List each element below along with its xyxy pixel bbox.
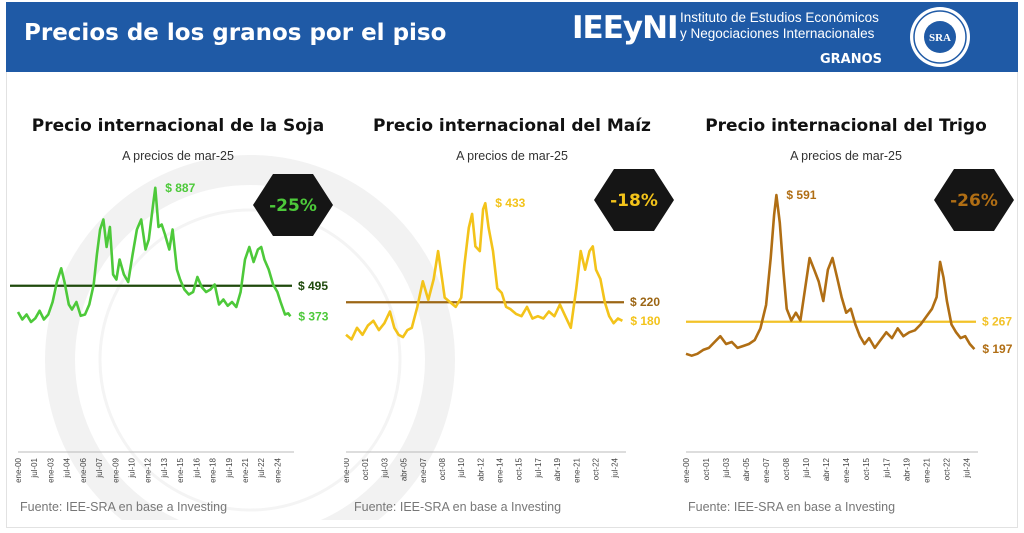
x-tick-label: ene-14 (496, 457, 505, 482)
last-value-label: $ 180 (630, 314, 660, 328)
sra-watermark-icon (45, 155, 455, 520)
x-tick-label: abr-12 (476, 457, 485, 481)
x-tick-label: oct-22 (942, 457, 951, 480)
x-tick-label: abr-19 (553, 457, 562, 481)
chart-title: Precio internacional del Trigo (705, 116, 987, 136)
brand-logo: IEEyNI (572, 10, 679, 46)
max-label: $ 887 (165, 181, 195, 195)
panel-soja: Precio internacional de la Soja A precio… (10, 72, 346, 528)
chart-subtitle: A precios de mar-25 (456, 149, 568, 163)
x-tick-label: jul-17 (534, 457, 543, 478)
chart-maiz: ene-00 oct-01 jul-03 abr-05 ene-07 oct-08 jul-… (344, 169, 674, 483)
change-badge (253, 174, 333, 236)
chart-title: Precio internacional del Maíz (373, 116, 651, 136)
chart-trigo: ene-00 oct-01 jul-03 abr-05 ene-07 oct-08 jul-… (682, 169, 1014, 483)
x-tick-label: ene-06 (79, 457, 88, 482)
x-tick-label: oct-01 (702, 457, 711, 480)
content-frame (6, 72, 1018, 528)
last-value-label: $ 373 (298, 309, 328, 323)
x-tick-label: ene-14 (842, 457, 851, 482)
x-tick-label: jul-04 (63, 457, 72, 478)
reference-label: $ 220 (630, 295, 660, 309)
panel-trigo: Precio internacional del Trigo A precios… (678, 72, 1014, 528)
sra-seal-icon: SRA (910, 7, 970, 67)
x-tick-label: jul-17 (882, 457, 891, 478)
x-tick-label: oct-08 (782, 457, 791, 480)
chart-source: Fuente: IEE-SRA en base a Investing (20, 500, 228, 514)
chart-source: Fuente: IEE-SRA en base a Investing (688, 500, 896, 514)
x-tick-label: ene-15 (176, 457, 185, 482)
x-tick-label: jul-24 (611, 457, 620, 478)
x-tick-label: jul-01 (30, 457, 39, 478)
x-tick-label: jul-03 (380, 457, 389, 478)
x-tick-label: ene-00 (14, 457, 23, 482)
institute-line-2: y Negociaciones Internacionales (680, 26, 875, 41)
x-tick-label: abr-12 (822, 457, 831, 481)
x-tick-label: jul-24 (962, 457, 971, 478)
x-tick-label: oct-01 (361, 457, 370, 480)
x-tick-label: jul-10 (802, 457, 811, 478)
panel-maiz: Precio internacional del Maíz A precios … (344, 72, 680, 528)
max-label: $ 591 (786, 188, 816, 202)
x-tick-label: ene-09 (111, 457, 120, 482)
x-tick-label: ene-12 (144, 457, 153, 482)
section-label: GRANOS (820, 52, 883, 67)
x-tick-label: jul-13 (160, 457, 169, 478)
x-tick-label: jul-07 (95, 457, 104, 478)
x-tick-label: oct-08 (438, 457, 447, 480)
reference-label: $ 267 (982, 315, 1012, 329)
x-tick-label: oct-22 (591, 457, 600, 480)
chart-title: Precio internacional de la Soja (31, 116, 325, 136)
x-tick-label: jul-10 (127, 457, 136, 478)
x-tick-label: ene-07 (419, 457, 428, 482)
x-tick-label: jul-16 (192, 457, 201, 478)
x-tick-label: abr-19 (902, 457, 911, 481)
x-tick-label: jul-10 (457, 457, 466, 478)
x-tick-label: jul-22 (257, 457, 266, 478)
x-tick-label: ene-21 (572, 457, 581, 482)
x-tick-label: abr-05 (742, 457, 751, 481)
seal-text: SRA (929, 32, 951, 44)
header-bar (6, 2, 1018, 72)
x-tick-label: ene-00 (344, 457, 351, 482)
x-tick-label: ene-18 (209, 457, 218, 482)
max-label: $ 433 (495, 196, 525, 210)
chart-subtitle: A precios de mar-25 (790, 149, 902, 163)
institute-name: Instituto de Estudios Económicos y Negoc… (680, 10, 879, 42)
change-badge (594, 169, 674, 231)
reference-label: $ 495 (298, 279, 328, 293)
series-line (16, 186, 292, 324)
x-tick-label: oct-15 (862, 457, 871, 480)
x-tick-label: abr-05 (400, 457, 409, 481)
series-line (345, 201, 624, 341)
x-tick-label: ene-21 (241, 457, 250, 482)
change-label: -26% (950, 191, 998, 211)
x-tick-label: jul-03 (722, 457, 731, 478)
x-tick-label: oct-15 (515, 457, 524, 480)
series-line (685, 193, 976, 357)
x-tick-label: jul-19 (225, 457, 234, 478)
change-label: -18% (610, 191, 658, 211)
change-label: -25% (269, 196, 317, 216)
chart-source: Fuente: IEE-SRA en base a Investing (354, 500, 562, 514)
chart-subtitle: A precios de mar-25 (122, 149, 234, 163)
x-tick-label: ene-24 (273, 457, 282, 482)
last-value-label: $ 197 (982, 342, 1012, 356)
x-tick-label: ene-21 (922, 457, 931, 482)
x-tick-label: ene-07 (762, 457, 771, 482)
chart-soja: ene-00 jul-01 ene-03 jul-04 ene-06 jul-07 ene-… (10, 174, 333, 483)
institute-line-1: Instituto de Estudios Económicos (680, 10, 879, 25)
change-badge (934, 169, 1014, 231)
x-tick-label: ene-00 (682, 457, 691, 482)
page-title: Precios de los granos por el piso (24, 20, 447, 46)
x-tick-label: ene-03 (46, 457, 55, 482)
